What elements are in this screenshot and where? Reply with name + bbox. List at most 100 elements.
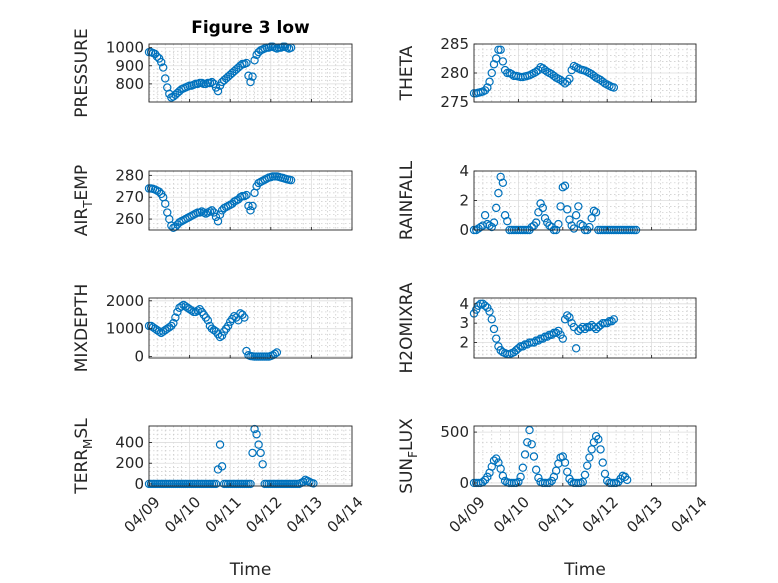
y-tick-label: 0	[134, 475, 144, 493]
data-point	[520, 450, 530, 459]
data-point	[270, 349, 280, 359]
subplot-h2omixra: 2 34 H2OMIXRA	[397, 282, 697, 374]
data-point	[489, 324, 499, 334]
data-point	[480, 211, 490, 220]
data-point	[187, 306, 196, 315]
data-point	[240, 313, 249, 322]
data-point	[560, 181, 570, 190]
y-tick-label: 2000	[106, 292, 144, 310]
data-point	[554, 219, 563, 229]
data-point	[545, 221, 554, 230]
data-point	[587, 213, 596, 223]
subplot-theta: 275 280 285 THETA	[397, 35, 697, 111]
data-point	[487, 315, 496, 324]
data-point	[152, 52, 162, 61]
data-point	[483, 472, 492, 482]
y-axis-label: SUNFLUX	[397, 418, 420, 494]
data-point	[609, 478, 619, 488]
data-point	[543, 332, 552, 341]
data-point	[248, 72, 257, 81]
data-point	[258, 460, 267, 469]
subplot-mixdepth: 0 1000 2000 MIXDEPTH	[72, 284, 353, 372]
data-point	[215, 210, 225, 219]
data-point	[565, 313, 574, 322]
data-point	[543, 478, 552, 488]
data-point	[527, 440, 536, 449]
data-point	[248, 448, 257, 458]
y-axis-label: AIRTEMP	[72, 165, 95, 236]
data-point	[483, 83, 492, 92]
data-point	[177, 302, 186, 311]
data-point	[496, 346, 505, 355]
x-axis-label: Time	[229, 560, 272, 580]
data-point	[598, 458, 607, 467]
y-tick-label: 280	[115, 166, 144, 184]
axes-box	[148, 297, 353, 359]
data-point	[545, 478, 554, 488]
data-point	[485, 307, 494, 316]
data-point	[476, 222, 485, 232]
data-point	[514, 344, 523, 353]
data-point	[244, 201, 253, 211]
data-point	[565, 74, 574, 84]
y-axis-label: THETA	[397, 45, 417, 101]
data-point	[246, 206, 255, 215]
data-point	[215, 440, 225, 449]
data-point	[531, 67, 541, 77]
data-point	[571, 344, 581, 353]
y-axis-label: H2OMIXRA	[397, 282, 417, 373]
data-point	[248, 201, 257, 211]
data-point	[603, 318, 612, 328]
data-point	[551, 328, 561, 338]
data-point	[215, 332, 225, 342]
data-point	[607, 317, 616, 326]
data-point	[534, 336, 543, 345]
data-point	[503, 216, 512, 226]
data-point	[580, 324, 590, 334]
series-sun_flux	[469, 425, 632, 488]
data-point	[589, 206, 599, 216]
data-point	[492, 54, 501, 63]
data-point	[154, 327, 164, 336]
data-point	[563, 311, 572, 320]
data-point	[605, 317, 614, 326]
data-point	[480, 301, 490, 310]
data-point	[585, 453, 594, 462]
data-point	[534, 208, 543, 217]
data-point	[558, 77, 568, 86]
data-point	[492, 203, 501, 213]
data-point	[173, 307, 182, 317]
data-point	[609, 83, 619, 92]
data-point	[492, 334, 501, 343]
data-point	[498, 57, 508, 66]
y-tick-label: 4	[459, 162, 469, 180]
y-axis-label: PRESSURE	[72, 28, 92, 117]
y-tick-label: 285	[440, 35, 469, 53]
data-point	[478, 477, 488, 487]
data-point	[525, 425, 534, 435]
data-point	[534, 473, 543, 483]
data-point	[494, 188, 503, 198]
data-point	[518, 463, 528, 472]
data-point	[529, 452, 539, 461]
y-tick-label: 1000	[106, 320, 144, 338]
data-point	[594, 435, 603, 444]
y-tick-label: 500	[440, 423, 469, 441]
data-point	[242, 346, 251, 356]
data-point	[167, 221, 176, 230]
y-tick-label: 400	[115, 434, 144, 452]
data-point	[558, 183, 568, 192]
data-point	[489, 60, 499, 69]
data-point	[485, 77, 494, 86]
data-point	[556, 202, 565, 211]
data-point	[246, 479, 255, 489]
data-point	[569, 224, 579, 233]
data-point	[256, 448, 265, 458]
data-point	[217, 331, 227, 340]
data-point	[489, 218, 499, 227]
data-point	[498, 471, 508, 481]
axes-box	[473, 297, 697, 359]
data-point	[531, 218, 541, 227]
y-tick-label: 260	[115, 210, 144, 228]
